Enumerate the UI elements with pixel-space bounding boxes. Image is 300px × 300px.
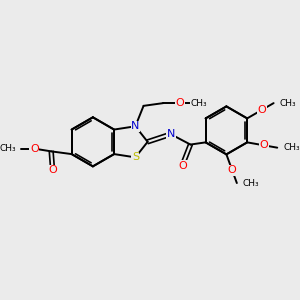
Text: CH₃: CH₃: [243, 178, 260, 188]
Text: CH₃: CH₃: [283, 143, 300, 152]
Text: O: O: [228, 165, 237, 175]
Text: O: O: [178, 160, 187, 170]
Text: N: N: [131, 121, 140, 131]
Text: O: O: [48, 165, 57, 176]
Text: CH₃: CH₃: [280, 99, 296, 108]
Text: CH₃: CH₃: [0, 144, 16, 153]
Text: CH₃: CH₃: [191, 99, 208, 108]
Text: O: O: [30, 144, 39, 154]
Text: O: O: [257, 105, 266, 115]
Text: O: O: [176, 98, 184, 108]
Text: S: S: [132, 152, 139, 162]
Text: O: O: [260, 140, 268, 150]
Text: N: N: [167, 129, 175, 139]
